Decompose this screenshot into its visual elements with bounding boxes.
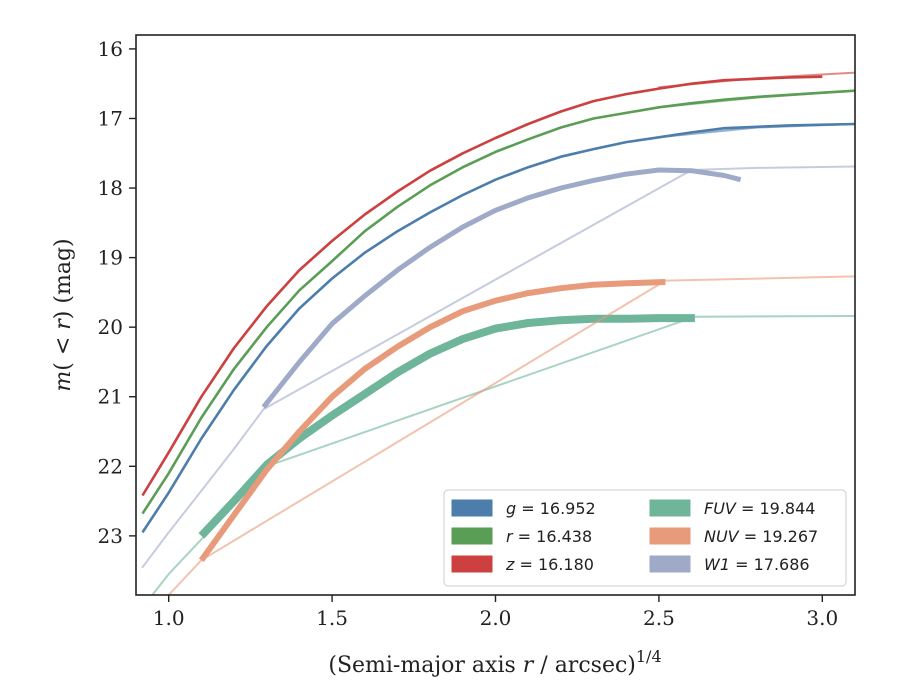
- y-tick-label: 17: [98, 106, 123, 130]
- y-axis-label: m( < r) (mag): [51, 238, 76, 391]
- series-nuv-model-line: [167, 275, 855, 595]
- x-tick-label: 1.5: [316, 606, 348, 630]
- legend-label-g: g = 16.952: [506, 499, 596, 518]
- x-axis-ticks: 1.0 1.5 2.0 2.5 3.0: [153, 595, 838, 630]
- x-tick-label: 3.0: [806, 606, 838, 630]
- series-g-measured-line: [141, 122, 855, 534]
- x-axis-label-suffix: / arcsec): [533, 653, 636, 678]
- legend-var-fuv: FUV: [704, 499, 737, 518]
- legend-value-r: = 16.438: [513, 527, 593, 546]
- y-axis-label-suffix: ) (mag): [51, 238, 76, 319]
- legend-var-z: z: [505, 555, 515, 574]
- x-axis-label: (Semi-major axis r / arcsec)1/4: [328, 647, 661, 678]
- y-tick-label: 23: [98, 524, 123, 548]
- legend-swatch-g: [451, 499, 493, 517]
- legend-label-fuv: FUV = 19.844: [704, 499, 815, 518]
- y-axis-ticks: 16 17 18 19 20 21 22 23: [98, 37, 136, 548]
- y-axis-label-var: m: [51, 371, 76, 392]
- series-z-measured-line: [141, 75, 823, 497]
- y-tick-label: 22: [98, 454, 123, 478]
- legend-label-r: r = 16.438: [506, 527, 592, 546]
- series-w1-model-line: [141, 165, 855, 569]
- x-tick-label: 2.0: [480, 606, 512, 630]
- legend-var-w1: W1: [704, 555, 730, 574]
- x-tick-label: 1.0: [153, 606, 185, 630]
- y-tick-label: 19: [98, 246, 123, 270]
- y-tick-label: 20: [98, 315, 123, 339]
- legend-var-g: g: [506, 499, 516, 518]
- legend-swatch-z: [451, 555, 493, 573]
- legend-value-fuv: = 19.844: [736, 499, 816, 518]
- series-nuv-measured-line: [198, 279, 666, 562]
- legend-var-r: r: [506, 527, 514, 546]
- legend-value-w1: = 17.686: [730, 555, 810, 574]
- series-layer: [141, 71, 855, 595]
- y-tick-label: 18: [98, 176, 123, 200]
- y-axis-label-mid: ( <: [51, 330, 76, 371]
- legend-value-nuv: = 19.267: [739, 527, 819, 546]
- legend-swatch-nuv: [649, 527, 691, 545]
- y-tick-label: 21: [98, 385, 123, 409]
- legend-box: [443, 489, 847, 587]
- legend-value-z: = 16.180: [514, 555, 594, 574]
- legend-swatch-w1: [649, 555, 691, 573]
- x-tick-label: 2.5: [643, 606, 675, 630]
- x-axis-label-prefix: (Semi-major axis: [328, 653, 522, 678]
- legend-label-nuv: NUV = 19.267: [704, 527, 818, 546]
- x-axis-label-var: r: [523, 653, 535, 678]
- legend-value-g: = 16.952: [516, 499, 596, 518]
- legend-swatch-r: [451, 527, 493, 545]
- legend-label-w1: W1 = 17.686: [704, 555, 810, 574]
- legend-swatch-fuv: [649, 499, 691, 517]
- series-r-measured-line: [141, 89, 855, 515]
- legend-var-nuv: NUV: [704, 527, 740, 546]
- legend-label-z: z = 16.180: [505, 555, 594, 574]
- x-axis-label-exponent: 1/4: [636, 647, 662, 666]
- series-w1-measured-line: [261, 167, 742, 409]
- y-axis-label-var2: r: [51, 318, 76, 330]
- y-tick-label: 16: [98, 37, 123, 61]
